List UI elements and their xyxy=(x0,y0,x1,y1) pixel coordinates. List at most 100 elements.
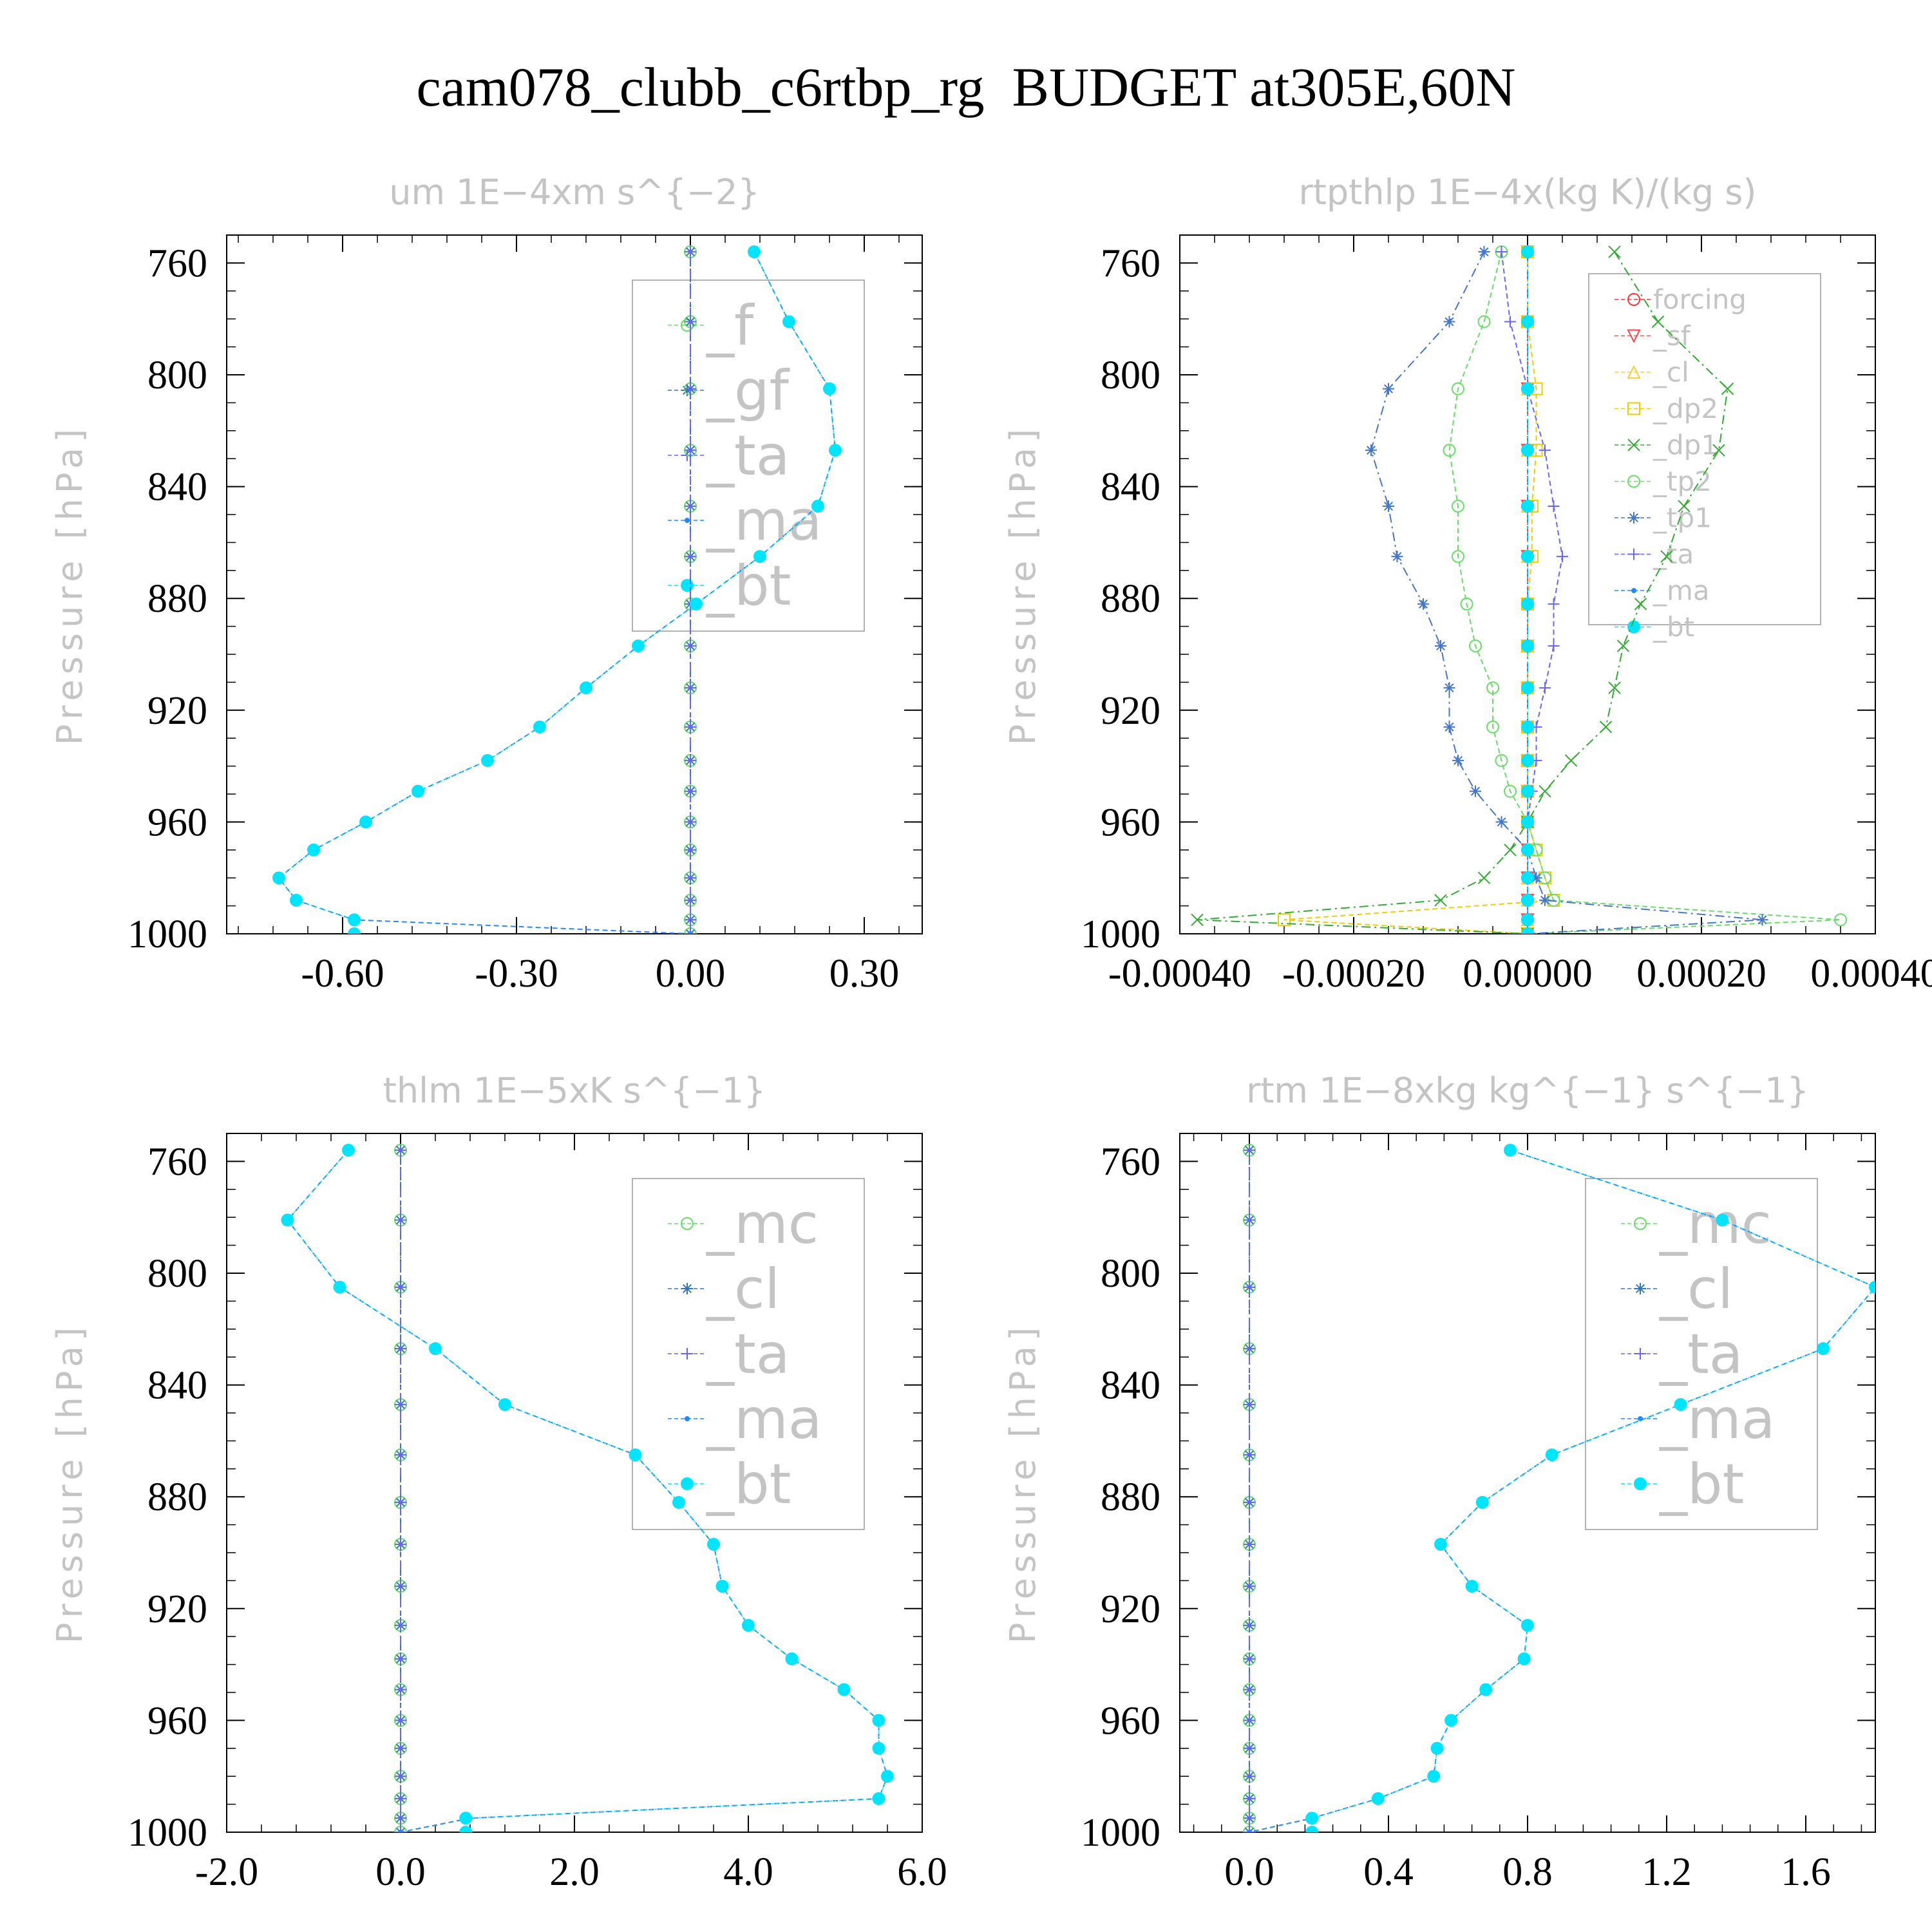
data-point xyxy=(823,382,836,395)
legend-marker xyxy=(1634,1348,1646,1359)
data-point xyxy=(1244,1281,1255,1293)
data-point xyxy=(1756,914,1768,926)
data-point xyxy=(1475,1495,1489,1509)
legend-label: _cl xyxy=(1653,357,1689,388)
x-tick-label: 0.30 xyxy=(829,952,900,996)
y-tick-label: 960 xyxy=(1101,1699,1160,1743)
x-tick-label: 1.2 xyxy=(1642,1850,1692,1894)
data-point xyxy=(1435,639,1446,652)
series-group xyxy=(281,1144,894,1832)
legend-marker xyxy=(681,384,693,396)
y-axis-label: Pressure [hPa] xyxy=(1003,1322,1043,1643)
data-point xyxy=(1452,382,1464,395)
legend-label: _dp1 xyxy=(1653,430,1718,461)
data-point xyxy=(685,639,696,652)
y-tick-label: 920 xyxy=(147,689,207,733)
legend-label: _mc xyxy=(706,1192,819,1256)
y-tick-label: 960 xyxy=(147,800,207,844)
data-point xyxy=(1383,383,1394,395)
data-point xyxy=(715,1580,729,1593)
data-point xyxy=(1244,1214,1255,1226)
legend-marker xyxy=(1631,588,1636,593)
data-point xyxy=(580,681,592,695)
x-tick-label: 6.0 xyxy=(897,1850,947,1894)
data-point xyxy=(359,815,372,829)
data-point xyxy=(333,1280,346,1294)
data-point xyxy=(1521,720,1534,734)
data-point xyxy=(395,1619,406,1631)
data-point xyxy=(1521,1618,1534,1632)
data-point xyxy=(395,1742,406,1754)
data-point xyxy=(1517,1652,1531,1665)
data-point xyxy=(1478,246,1490,258)
data-point xyxy=(1495,753,1508,767)
y-tick-label: 800 xyxy=(1101,354,1160,397)
data-point xyxy=(1521,639,1534,652)
legend-label: _cl xyxy=(1659,1257,1733,1321)
legend-label: forcing xyxy=(1653,284,1747,316)
legend-label: _bt xyxy=(1659,1452,1744,1517)
data-point xyxy=(1674,1397,1687,1411)
legend-marker xyxy=(681,319,694,332)
data-point xyxy=(685,500,696,512)
data-point xyxy=(748,245,761,259)
legend-box xyxy=(632,279,865,632)
x-tick-label: 4.0 xyxy=(723,1850,773,1894)
data-point xyxy=(1443,444,1456,457)
data-point xyxy=(1244,1538,1255,1550)
legend-label: _tp2 xyxy=(1653,466,1712,497)
data-point xyxy=(685,246,696,258)
data-point xyxy=(1244,1144,1255,1157)
x-tick-label: 0.8 xyxy=(1502,1850,1553,1894)
legend-box xyxy=(1588,273,1821,625)
legend-label: _mc xyxy=(1659,1192,1772,1256)
data-point xyxy=(1660,550,1673,563)
data-point xyxy=(1495,816,1508,828)
data-point xyxy=(1443,721,1455,733)
data-point xyxy=(342,1144,355,1157)
data-point xyxy=(1495,246,1508,258)
data-point xyxy=(1452,550,1464,564)
data-point xyxy=(1452,499,1464,513)
chart-panel: rtpthlp 1E−4x(kg K)/(kg s) Pressure [hPa]… xyxy=(1003,172,1932,996)
data-point xyxy=(1599,721,1613,734)
data-point xyxy=(1427,1770,1441,1783)
legend-label: _ta xyxy=(1653,538,1694,570)
data-point xyxy=(1521,444,1534,457)
data-point xyxy=(1417,598,1429,610)
legend-marker xyxy=(1627,329,1641,343)
data-point xyxy=(1244,1742,1255,1754)
data-point xyxy=(395,1653,406,1665)
data-point xyxy=(1817,1342,1830,1356)
data-point xyxy=(395,1343,406,1355)
data-point xyxy=(685,316,696,328)
data-point xyxy=(307,843,320,857)
y-tick-label: 1000 xyxy=(128,1811,207,1855)
data-point xyxy=(1244,1496,1255,1508)
legend-label: _ma xyxy=(706,1387,822,1452)
data-point xyxy=(1539,682,1551,694)
data-point xyxy=(672,1495,685,1509)
data-point xyxy=(459,1826,473,1832)
legend-label: _sf xyxy=(1653,320,1691,352)
data-point xyxy=(395,1144,406,1157)
data-point xyxy=(1530,872,1542,884)
data-point xyxy=(395,1538,406,1550)
legend-label: _bt xyxy=(706,1452,791,1517)
y-tick-label: 960 xyxy=(1101,800,1160,844)
legend-marker xyxy=(685,1416,690,1421)
data-point xyxy=(742,1618,755,1632)
data-point xyxy=(1479,1683,1493,1696)
x-tick-label: 2.0 xyxy=(549,1850,600,1894)
data-point xyxy=(1504,844,1517,857)
data-point xyxy=(459,1812,473,1825)
data-point xyxy=(1434,1537,1447,1551)
panel-title: rtm 1E−8xkg kg^{−1} s^{−1} xyxy=(1246,1070,1809,1111)
data-point xyxy=(1616,639,1630,652)
data-point xyxy=(395,1714,406,1727)
y-tick-label: 760 xyxy=(1101,1140,1160,1184)
data-point xyxy=(690,597,703,611)
data-point xyxy=(395,1683,406,1696)
y-tick-label: 920 xyxy=(147,1587,207,1631)
y-tick-label: 920 xyxy=(1101,1587,1160,1631)
